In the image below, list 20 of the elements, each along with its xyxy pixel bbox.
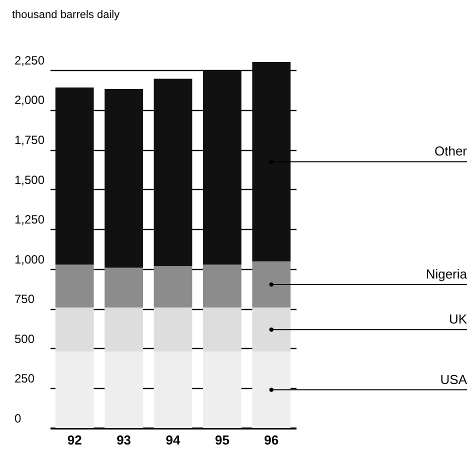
- x-tick-label: 96: [264, 432, 279, 448]
- text: Other: [434, 144, 468, 159]
- y-tick-label: 2,000: [14, 93, 45, 108]
- y-tick-label: 500: [14, 332, 35, 346]
- x-tick-label: 93: [116, 432, 132, 448]
- y-tick-label: 1,000: [14, 252, 45, 266]
- text: UK: [448, 312, 468, 327]
- text: USA: [440, 372, 468, 387]
- x-tick-label: 94: [166, 432, 181, 448]
- x-tick-label: 95: [214, 432, 230, 448]
- y-axis-title: thousand barrels daily: [12, 8, 120, 21]
- y-tick-label: 750: [14, 292, 35, 306]
- y-tick-label: 1,250: [14, 212, 45, 227]
- y-tick-label: 0: [14, 412, 22, 426]
- y-tick-label: 250: [14, 372, 35, 386]
- text: Nigeria: [426, 266, 468, 282]
- y-tick-label: 1,750: [14, 133, 45, 148]
- y-tick-label: 2,250: [14, 53, 45, 68]
- x-tick-label: 92: [67, 432, 82, 448]
- y-tick-label: 1,500: [14, 172, 45, 187]
